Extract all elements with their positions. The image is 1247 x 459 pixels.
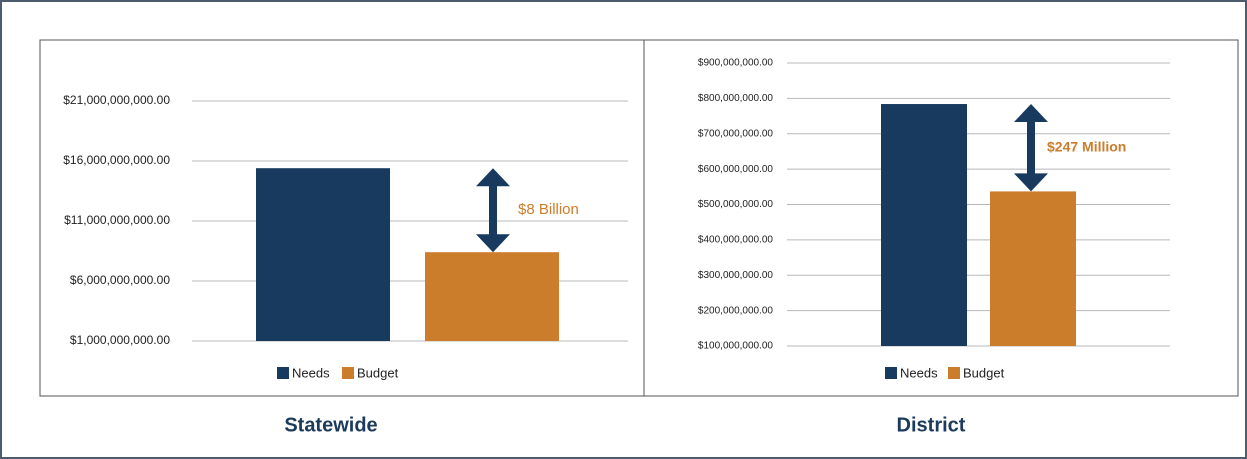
legend-swatch — [885, 367, 897, 379]
y-tick-label: $11,000,000,000.00 — [64, 213, 170, 227]
legend-label: Budget — [963, 365, 1005, 380]
legend-label: Needs — [900, 365, 938, 380]
legend-swatch — [948, 367, 960, 379]
y-tick-label: $21,000,000,000.00 — [63, 93, 170, 107]
y-tick-label: $700,000,000.00 — [698, 128, 774, 139]
y-tick-label: $1,000,000,000.00 — [70, 333, 170, 347]
y-tick-label: $500,000,000.00 — [698, 199, 774, 210]
y-tick-label: $6,000,000,000.00 — [70, 273, 170, 287]
y-tick-label: $100,000,000.00 — [698, 341, 774, 352]
gap-arrow — [1014, 104, 1048, 192]
chart-title: Statewide — [284, 414, 377, 436]
chart-title: District — [897, 414, 966, 436]
legend-swatch — [277, 367, 289, 379]
annotation: $8 Billion — [518, 201, 579, 218]
gap-arrow — [476, 168, 510, 253]
y-tick-label: $600,000,000.00 — [698, 164, 774, 175]
y-tick-label: $200,000,000.00 — [698, 305, 774, 316]
bar — [425, 252, 559, 341]
bar — [881, 104, 967, 346]
y-tick-label: $900,000,000.00 — [698, 58, 774, 69]
y-tick-label: $400,000,000.00 — [698, 235, 774, 246]
legend-label: Budget — [357, 365, 399, 380]
y-tick-label: $16,000,000,000.00 — [63, 153, 170, 167]
legend-label: Needs — [292, 365, 330, 380]
legend-swatch — [342, 367, 354, 379]
y-tick-label: $800,000,000.00 — [698, 93, 774, 104]
y-tick-label: $300,000,000.00 — [698, 270, 774, 281]
bar — [990, 191, 1076, 346]
bar — [256, 168, 390, 341]
annotation: $247 Million — [1047, 138, 1126, 154]
